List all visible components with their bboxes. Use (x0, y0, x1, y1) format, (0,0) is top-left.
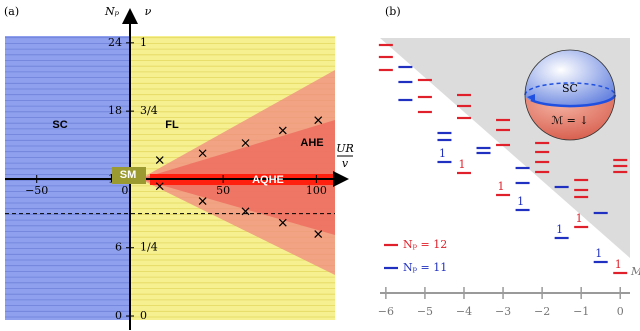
panel-label: (a) (4, 5, 19, 18)
panel-label: (b) (385, 5, 401, 18)
x-axis-label: UR (336, 142, 354, 155)
cross-marker (198, 149, 207, 158)
cross-marker (155, 156, 164, 164)
cross-marker (314, 116, 323, 125)
region-label: SC (52, 119, 67, 131)
equator-arrow (527, 94, 535, 102)
cross-marker (314, 230, 323, 238)
degeneracy-label: 1 (595, 247, 602, 260)
sm-label-bg (112, 167, 146, 184)
y-tick-label: 18 (108, 104, 122, 117)
legend-label: Nₚ = 12 (403, 238, 447, 251)
x-tick-label: −50 (25, 184, 48, 197)
equator-front (530, 94, 617, 108)
cross-marker (241, 207, 250, 216)
x-tick-label: −6 (378, 305, 394, 318)
y-axis-label: Nₚ (104, 5, 120, 18)
y2-tick-label: 1 (140, 36, 147, 49)
sphere-label: ℳ = ↓ (551, 114, 588, 127)
cross-marker (278, 126, 287, 135)
x-tick-label: 50 (216, 184, 230, 197)
y2-axis-label: ν (145, 5, 152, 18)
y2-tick-label: 3/4 (140, 104, 158, 117)
y2-tick-label: 0 (140, 309, 147, 322)
degeneracy-label: 1 (615, 258, 622, 271)
degeneracy-label: 1 (576, 212, 583, 225)
sphere-label: SC (562, 82, 578, 95)
x-axis-label: v (342, 157, 349, 170)
sphere-outline (524, 49, 616, 141)
degeneracy-label: 1 (556, 223, 563, 236)
x-tick-label: −4 (456, 305, 472, 318)
x-tick-label: −5 (417, 305, 433, 318)
cross-marker (198, 197, 207, 205)
sphere-top (525, 50, 615, 107)
x-tick-label: 0 (121, 184, 128, 197)
cross-marker (278, 218, 287, 227)
region-label: AQHE (252, 174, 284, 186)
degeneracy-label: 1 (458, 158, 465, 171)
y2-tick-label: 1/4 (140, 241, 158, 254)
y-tick-label: 0 (115, 309, 122, 322)
degeneracy-label: 1 (517, 195, 524, 208)
x-tick-label: −1 (573, 305, 589, 318)
x-axis-label: M (630, 265, 640, 278)
region-label: AHE (300, 137, 323, 149)
x-tick-label: −3 (495, 305, 511, 318)
sphere-bottom (525, 95, 615, 140)
degeneracy-label: 1 (439, 147, 446, 160)
y-tick-label: 6 (115, 241, 122, 254)
region-label: FL (165, 119, 179, 131)
legend-label: Nₚ = 11 (403, 261, 447, 274)
x-tick-label: −2 (534, 305, 550, 318)
region-label: SM (120, 169, 137, 181)
y-tick-label: 24 (108, 36, 122, 49)
x-tick-label: 100 (306, 184, 327, 197)
x-tick-label: 0 (617, 305, 624, 318)
degeneracy-label: 1 (498, 180, 505, 193)
cross-marker (241, 139, 250, 147)
equator-back (524, 82, 616, 96)
cross-marker (155, 182, 164, 191)
